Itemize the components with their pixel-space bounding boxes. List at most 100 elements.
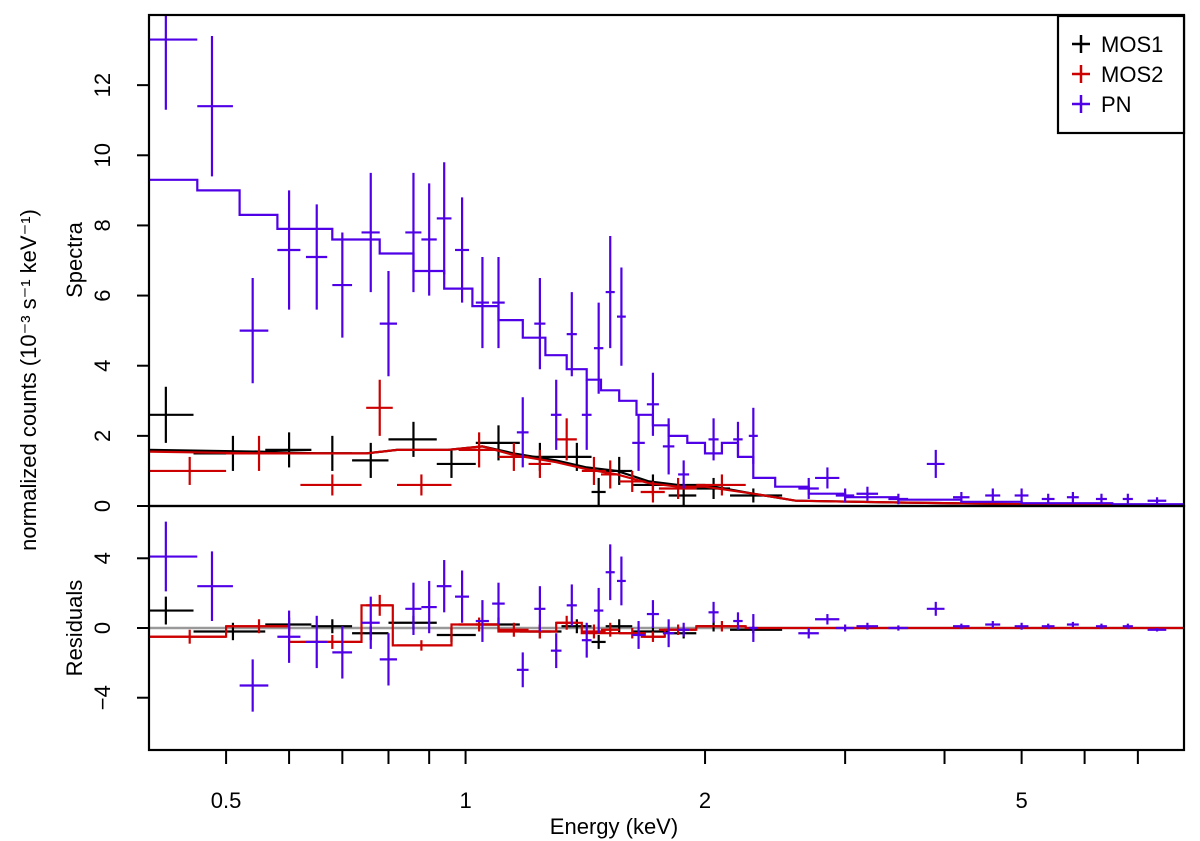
residuals-datapoint-mos2 [619,628,645,639]
legend-item-mos1: MOS1 [1072,32,1163,57]
residuals-datapoint-pn [926,601,945,616]
spectra-datapoint-pn [1066,491,1079,503]
spectra-datapoint-pn [1041,493,1055,505]
residuals-ytick-label: 4 [90,552,115,564]
residuals-datapoint-pn [455,570,470,623]
spectra-datapoint-mos2 [640,481,665,503]
shared-y-axis-title: normalized counts (10⁻³ s⁻¹ keV⁻¹) [16,209,41,551]
residuals-plot-area [149,521,1184,712]
spectra-datapoint-pn [926,449,945,478]
residuals-datapoint-pn [616,556,626,606]
residuals-ytick-label: −4 [90,685,115,710]
residuals-datapoint-pn [566,584,577,627]
spectra-datapoint-pn [239,278,269,384]
residuals-datapoint-pn [1095,623,1107,629]
spectra-datapoint-mos2 [366,379,393,436]
legend-item-pn: PN [1072,92,1132,117]
residuals-datapoint-pn [733,612,743,630]
spectra-datapoint-mos2 [397,474,452,496]
residuals-datapoint-pn [149,521,198,592]
x-tick-label: 2 [699,788,711,813]
spectra-datapoint-mos2 [458,432,499,468]
residuals-datapoint-pn [953,623,970,629]
residuals-datapoint-pn [888,625,909,631]
spectra-datapoint-pn [550,379,562,450]
residuals-datapoint-pn [475,600,489,642]
spectra-datapoint-mos1 [436,449,476,478]
spectra-datapoint-mos2 [658,477,697,499]
spectra-datapoint-pn [566,292,577,377]
legend-label: MOS1 [1101,32,1163,57]
residuals-datapoint-pn [678,622,690,637]
residuals-datapoint-mos2 [149,629,227,644]
spectra-datapoint-pn [581,379,592,450]
residuals-panel: −4 0 4 Residuals [62,504,1186,752]
spectra-datapoint-pn [678,460,690,489]
spectra-datapoint-pn [492,256,505,349]
spectra-marks [149,15,1184,506]
x-axis-title: Energy (keV) [550,814,678,839]
spectra-ylabel: Spectra [62,221,87,298]
spectra-datapoint-pn [632,414,645,471]
residuals-datapoint-pn [516,652,529,688]
residuals-datapoint-mos2 [640,631,665,642]
residuals-datapoint-pn [1122,623,1133,629]
spectra-ytick-label: 10 [90,143,115,167]
spectra-datapoint-mos1 [591,477,606,506]
residuals-datapoint-mos1 [591,634,606,649]
spectra-datapoint-mos2 [556,418,577,461]
spectra-ytick-label: 8 [90,219,115,231]
residuals-datapoint-pn [361,596,380,649]
residuals-datapoint-pn [421,580,437,634]
residuals-datapoint-mos2 [458,617,499,632]
spectra-datapoint-pn [405,172,422,293]
spectra-datapoint-mos2 [619,470,645,492]
spectra-model-pn [149,178,1184,506]
residuals-datapoint-pn [708,601,719,623]
spectra-model-mos2 [149,445,1184,506]
residuals-datapoint-pn [1014,622,1029,630]
spectra-ytick-label: 4 [90,360,115,372]
spectra-datapoint-pn [455,197,470,303]
residuals-datapoint-pn [332,626,353,679]
residuals-datapoint-pn [1147,628,1167,632]
spectra-datapoint-mos2 [601,460,620,489]
spectra-datapoint-mos1 [388,421,437,457]
spectra-datapoint-pn [953,491,970,503]
spectra-datapoint-pn [593,302,604,394]
spectra-datapoint-mos1 [265,432,312,468]
x-tick-label: 5 [1015,788,1027,813]
residuals-datapoint-pn [605,544,615,601]
residuals-datapoint-pn [815,614,840,625]
residuals-datapoint-pn [856,622,879,630]
spectra-datapoint-pn [421,183,437,296]
legend-item-mos2: MOS2 [1072,62,1163,87]
residuals-datapoint-pn [492,582,505,625]
x-axis: 0.5 1 2 5 [211,750,1139,813]
spectra-datapoint-mos1 [352,442,389,478]
spectra-datapoint-pn [197,36,233,177]
spectra-datapoint-pn [748,407,758,464]
residuals-datapoint-pn [593,587,604,634]
spectra-plot-area [149,15,1184,506]
residuals-datapoint-pn [985,621,1001,628]
residuals-datapoint-pn [277,610,301,663]
spectra-datapoint-mos2 [696,474,746,496]
x-tick-label: 0.5 [211,788,242,813]
spectra-ytick-label: 2 [90,430,115,442]
residuals-datapoint-pn [197,551,233,622]
residuals-datapoint-mos1 [149,596,194,625]
spectra-datapoint-mos1 [149,386,194,443]
residuals-datapoint-pn [305,615,328,669]
spectra-datapoint-pn [616,267,626,366]
spectra-datapoint-pn [1095,493,1107,505]
residuals-datapoint-pn [748,614,758,642]
residuals-datapoint-mos2 [601,622,620,637]
residuals-datapoint-pn [436,560,452,613]
residuals-datapoint-mos2 [226,619,290,634]
spectra-datapoint-pn [361,172,380,293]
residuals-datapoint-pn [239,659,269,712]
spectra-ytick-label: 0 [90,500,115,512]
spectra-y-axis: 0 2 4 6 8 10 12 [90,73,149,512]
